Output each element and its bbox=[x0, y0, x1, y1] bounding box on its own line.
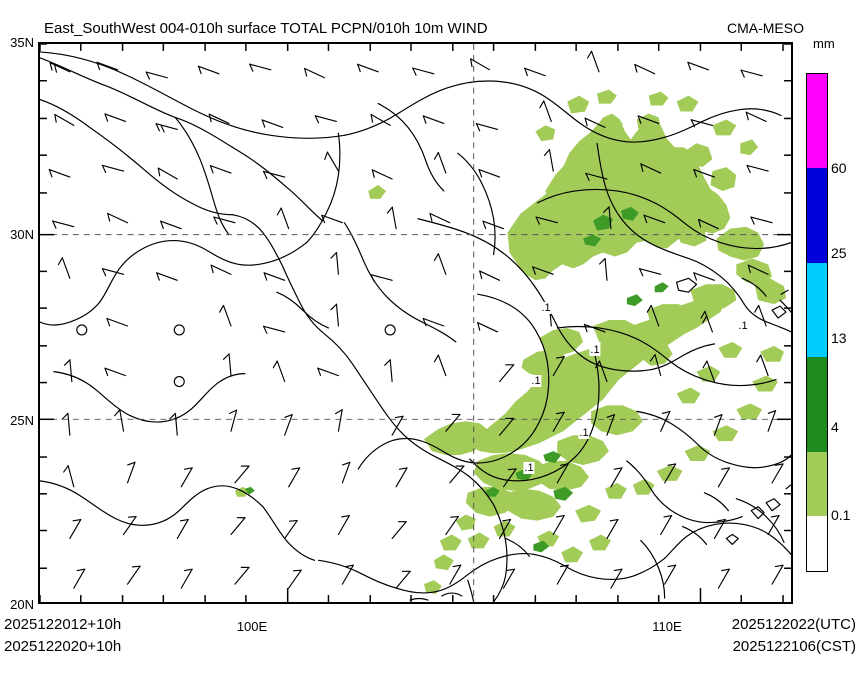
y-axis-tick-35N: 35N bbox=[10, 35, 34, 50]
contour-label: .1 bbox=[530, 375, 542, 387]
colorbar-segment-below0.1 bbox=[807, 516, 827, 571]
axis-ticks-inner bbox=[40, 44, 791, 602]
calm-wind-circle bbox=[173, 376, 185, 388]
contour-label: .1 bbox=[737, 320, 749, 332]
x-axis-tick-100E: 100E bbox=[236, 619, 268, 634]
calm-wind-circle bbox=[173, 324, 185, 336]
contour-label: .1 bbox=[523, 462, 535, 474]
y-axis-tick-25N: 25N bbox=[10, 413, 34, 428]
page-title: East_SouthWest 004-010h surface TOTAL PC… bbox=[44, 20, 488, 37]
model-label: CMA-MESO bbox=[727, 20, 804, 36]
y-axis-tick-30N: 30N bbox=[10, 227, 34, 242]
map-svg bbox=[40, 44, 791, 602]
colorbar-tick-13: 13 bbox=[831, 330, 847, 346]
wind-barbs bbox=[48, 50, 784, 589]
colorbar-unit-label: mm bbox=[813, 36, 835, 51]
precip-shading-dark bbox=[244, 206, 669, 553]
footer-init-time-cst: 2025122020+10h bbox=[4, 638, 122, 655]
contour-label: .1 bbox=[589, 344, 601, 356]
colorbar-segment-25-60 bbox=[807, 168, 827, 263]
footer-init-time-utc: 2025122012+10h bbox=[4, 616, 122, 633]
colorbar[interactable] bbox=[806, 73, 828, 572]
calm-wind-circle bbox=[384, 324, 396, 336]
precip-shading-light bbox=[234, 89, 787, 595]
x-axis-tick-110E: 110E bbox=[652, 619, 682, 634]
colorbar-segment-0.1-4 bbox=[807, 451, 827, 517]
colorbar-tick-0.1: 0.1 bbox=[831, 507, 851, 523]
colorbar-segment-4-13 bbox=[807, 357, 827, 452]
colorbar-tick-25: 25 bbox=[831, 245, 847, 261]
colorbar-segment-13-25 bbox=[807, 262, 827, 358]
footer-valid-time-utc: 2025122022(UTC) bbox=[731, 616, 856, 633]
colorbar-segment-above60 bbox=[807, 74, 827, 169]
footer-valid-time-cst: 2025122106(CST) bbox=[732, 638, 856, 655]
colorbar-tick-4: 4 bbox=[831, 419, 839, 435]
contour-label: .1 bbox=[540, 302, 552, 314]
calm-wind-circle bbox=[76, 324, 88, 336]
contour-label: .1 bbox=[578, 427, 590, 439]
map-plot-area[interactable]: .1 .1 .1 .1 .1 .1 bbox=[38, 42, 793, 604]
y-axis-tick-20N: 20N bbox=[10, 597, 34, 612]
colorbar-tick-60: 60 bbox=[831, 160, 847, 176]
